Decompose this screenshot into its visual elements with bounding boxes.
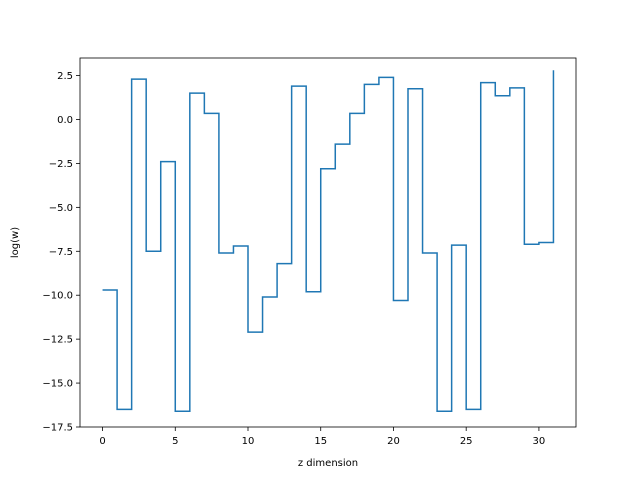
y-tick-label: −17.5	[42, 423, 73, 434]
y-tick-label: −15.0	[42, 379, 73, 390]
x-tick-label: 20	[387, 436, 400, 447]
y-tick-label: 0.0	[57, 115, 73, 126]
y-axis-label: log(w)	[10, 227, 21, 258]
x-tick-label: 25	[460, 436, 473, 447]
series-line	[102, 70, 555, 412]
plot-frame	[79, 57, 577, 428]
y-tick-label: 2.5	[57, 71, 73, 82]
x-axis-ticks: 0 5 10 15 20 25 30	[99, 427, 545, 447]
y-tick-label: −10.0	[42, 291, 73, 302]
x-tick-label: 10	[242, 436, 255, 447]
y-tick-label: −12.5	[42, 335, 73, 346]
y-tick-label: −2.5	[49, 159, 73, 170]
x-tick-label: 5	[172, 436, 178, 447]
x-tick-label: 30	[533, 436, 546, 447]
y-axis-ticks: 2.5 0.0 −2.5 −5.0 −7.5 −10.0 −12.5 −15.0 −17.5	[42, 71, 80, 434]
plot-layer	[102, 70, 555, 412]
y-tick-label: −7.5	[49, 247, 73, 258]
x-tick-label: 15	[314, 436, 327, 447]
x-tick-label: 0	[99, 436, 105, 447]
y-tick-label: −5.0	[49, 203, 73, 214]
x-axis-label: z dimension	[298, 458, 358, 469]
